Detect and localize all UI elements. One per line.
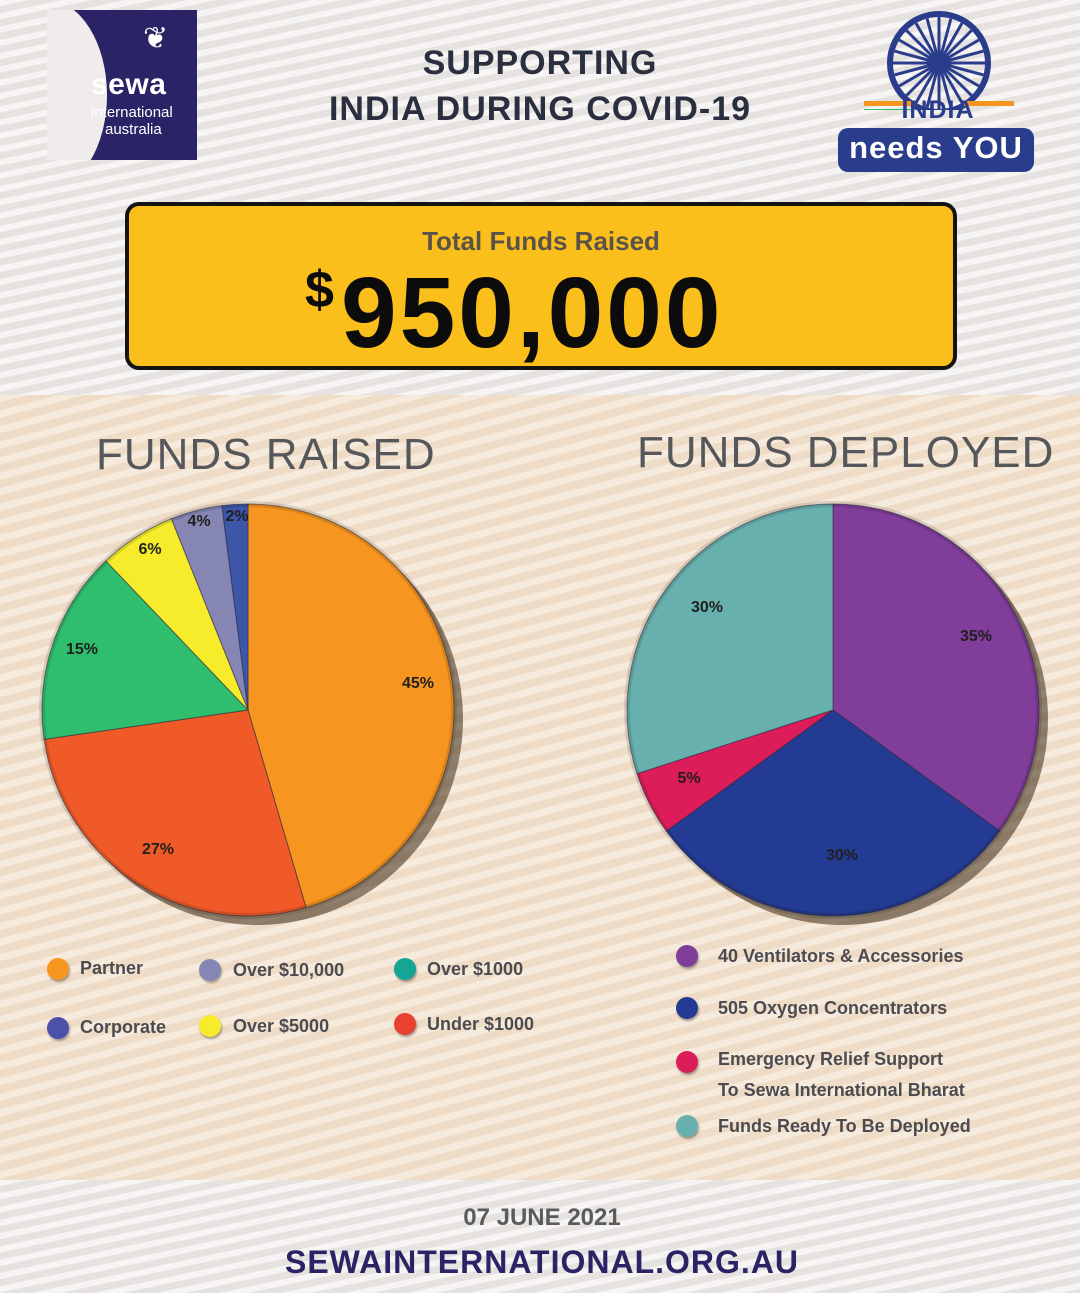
- pie-edge-1: [624, 501, 1042, 919]
- dove-icon: ❦: [143, 22, 169, 55]
- footer-background: [0, 1180, 1080, 1293]
- legend-label-emergency-relief-line1: Emergency Relief Support: [718, 1049, 944, 1069]
- legend-dot-under-1000: [394, 1013, 416, 1035]
- total-funds-value: 950,000: [341, 257, 724, 369]
- legend-dot-ventilators: [676, 945, 698, 967]
- legend-label-emergency-relief-line2: To Sewa International Bharat: [718, 1080, 965, 1100]
- total-funds-box: Total Funds Raised $ 950,000: [125, 202, 957, 370]
- legend-dot-emergency-relief: [676, 1051, 698, 1073]
- logo-subtitle-line1: international: [91, 104, 173, 121]
- legend-dot-over-10000: [199, 959, 221, 981]
- report-date: 07 JUNE 2021: [463, 1204, 621, 1231]
- sewa-logo: ❦ sewa international australia: [47, 10, 197, 160]
- funds-raised-title: FUNDS RAISED: [96, 430, 436, 479]
- pie-label-under-1000: 27%: [142, 841, 174, 858]
- total-funds-currency: $: [305, 261, 334, 319]
- pie-label-over-5000: 6%: [138, 541, 161, 558]
- pie-slice-under-1000: [43, 709, 307, 917]
- total-funds-label: Total Funds Raised: [422, 226, 660, 256]
- pie-slice-funds-ready-to-be-deployed: [626, 503, 834, 775]
- legend-label-oxygen-concentrators: 505 Oxygen Concentrators: [718, 998, 948, 1018]
- legend-dot-corporate: [47, 1017, 69, 1039]
- legend-label-funds-ready: Funds Ready To Be Deployed: [718, 1116, 971, 1136]
- legend-label-corporate: Corporate: [80, 1017, 167, 1037]
- legend-label-ventilators: 40 Ventilators & Accessories: [718, 946, 964, 966]
- funds-deployed-title: FUNDS DEPLOYED: [637, 428, 1055, 477]
- india-needs-you-logo: INDIA needs YOU: [838, 10, 1034, 172]
- legend-label-emergency-relief: Emergency Relief Support To Sewa Interna…: [718, 1044, 965, 1106]
- india-word: INDIA: [901, 96, 975, 124]
- legend-label-over-1000: Over $1000: [427, 959, 524, 979]
- pie-label-40-ventilators-accessories: 35%: [960, 628, 992, 645]
- pie-slice-corporate: [221, 503, 249, 711]
- pie-slice-505-oxygen-concentrators: [665, 709, 1001, 917]
- page-title-line2: INDIA DURING COVID-19: [328, 90, 752, 128]
- legend-label-partner: Partner: [80, 958, 144, 978]
- logo-name: sewa: [91, 68, 167, 101]
- tagline-text: needs YOU: [849, 130, 1023, 165]
- pie-edge-0: [39, 501, 457, 919]
- pie-slice-partner: [247, 503, 455, 909]
- legend-dot-oxygen-concentrators: [676, 997, 698, 1019]
- legend-label-over-5000: Over $5000: [233, 1016, 330, 1036]
- legend-label-under-1000: Under $1000: [427, 1014, 535, 1034]
- legend-dot-funds-ready: [676, 1115, 698, 1137]
- pie-label-corporate: 2%: [225, 508, 248, 525]
- tagline-banner: [838, 128, 1034, 172]
- page-title: SUPPORTING INDIA DURING COVID-19: [280, 40, 800, 132]
- legend-dot-over-1000: [394, 958, 416, 980]
- pie-label-over-10-000: 4%: [187, 513, 210, 530]
- pie-label-505-oxygen-concentrators: 30%: [826, 847, 858, 864]
- ashoka-chakra-icon: [864, 11, 1014, 110]
- legend-label-over-10000: Over $10,000: [233, 960, 345, 980]
- pie-label-emergency-relief-support-to-sewa-international-bharat: 5%: [677, 770, 700, 787]
- page-title-line1: SUPPORTING: [422, 44, 658, 82]
- pie-slice-over-1000: [41, 560, 250, 740]
- pie-label-partner: 45%: [402, 675, 434, 692]
- pie-label-over-1000: 15%: [66, 641, 98, 658]
- pie-label-funds-ready-to-be-deployed: 30%: [691, 599, 723, 616]
- logo-subtitle-line2: australia: [105, 121, 162, 138]
- legend-dot-partner: [47, 958, 69, 980]
- legend-dot-over-5000: [199, 1015, 221, 1037]
- pie-slice-40-ventilators-accessories: [832, 503, 1040, 832]
- website-link[interactable]: SEWAINTERNATIONAL.ORG.AU: [284, 1244, 800, 1280]
